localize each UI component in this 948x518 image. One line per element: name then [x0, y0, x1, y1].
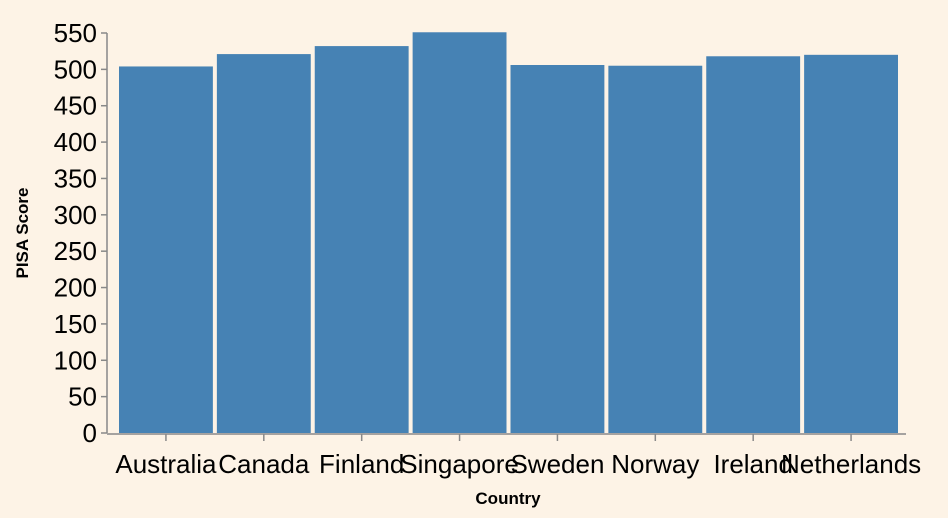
- x-tick-label-norway: Norway: [611, 449, 699, 479]
- bar-ireland: [706, 56, 801, 433]
- y-tick-label: 100: [54, 345, 97, 375]
- bar-singapore: [412, 32, 507, 433]
- bar-australia: [119, 66, 213, 434]
- y-tick-label: 250: [54, 236, 97, 266]
- y-tick-label: 350: [54, 163, 97, 193]
- y-tick-label: 550: [54, 18, 97, 48]
- y-axis: 0 50 100 150 200 250 300 350 400 450 500 550: [54, 18, 108, 448]
- x-tick-label-singapore: Singapore: [400, 449, 519, 479]
- x-tick-label-ireland: Ireland: [713, 449, 793, 479]
- bar-finland: [314, 46, 409, 433]
- x-axis-title: Country: [475, 489, 541, 508]
- y-tick-label: 450: [54, 91, 97, 121]
- y-tick-label: 200: [54, 273, 97, 303]
- y-tick-label: 500: [54, 54, 97, 84]
- bar-netherlands: [804, 54, 898, 434]
- x-tick-label-canada: Canada: [218, 449, 310, 479]
- bar-norway: [608, 65, 703, 434]
- x-tick-label-netherlands: Netherlands: [781, 449, 921, 479]
- y-tick-label: 150: [54, 309, 97, 339]
- y-tick-label: 0: [83, 418, 97, 448]
- y-tick-label: 400: [54, 127, 97, 157]
- y-axis-title: PISA Score: [13, 187, 32, 278]
- bar-sweden: [510, 65, 605, 433]
- y-tick-label: 300: [54, 200, 97, 230]
- y-tick-label: 50: [68, 382, 97, 412]
- x-tick-label-sweden: Sweden: [510, 449, 604, 479]
- x-tick-label-australia: Australia: [115, 449, 217, 479]
- bars-group: [119, 32, 898, 434]
- x-tick-label-finland: Finland: [319, 449, 404, 479]
- bar-canada: [216, 54, 311, 433]
